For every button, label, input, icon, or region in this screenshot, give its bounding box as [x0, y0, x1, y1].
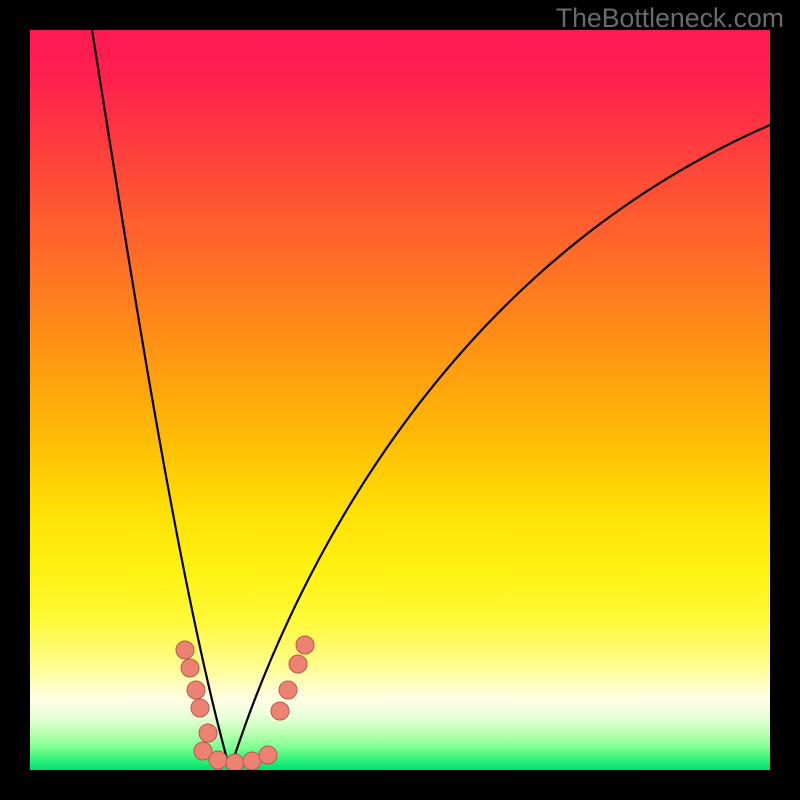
data-marker — [191, 699, 209, 717]
plot-area — [30, 30, 770, 770]
watermark-text: TheBottleneck.com — [556, 3, 784, 34]
data-marker — [259, 746, 277, 764]
bottleneck-curve — [92, 30, 770, 770]
data-marker — [176, 641, 194, 659]
data-marker — [199, 724, 217, 742]
data-marker — [279, 681, 297, 699]
data-marker — [271, 702, 289, 720]
data-marker — [187, 681, 205, 699]
data-marker — [226, 754, 244, 770]
data-marker — [209, 751, 227, 769]
data-marker — [243, 752, 261, 770]
data-marker — [289, 655, 307, 673]
data-marker — [296, 636, 314, 654]
data-marker — [181, 659, 199, 677]
curve-layer — [30, 30, 770, 770]
